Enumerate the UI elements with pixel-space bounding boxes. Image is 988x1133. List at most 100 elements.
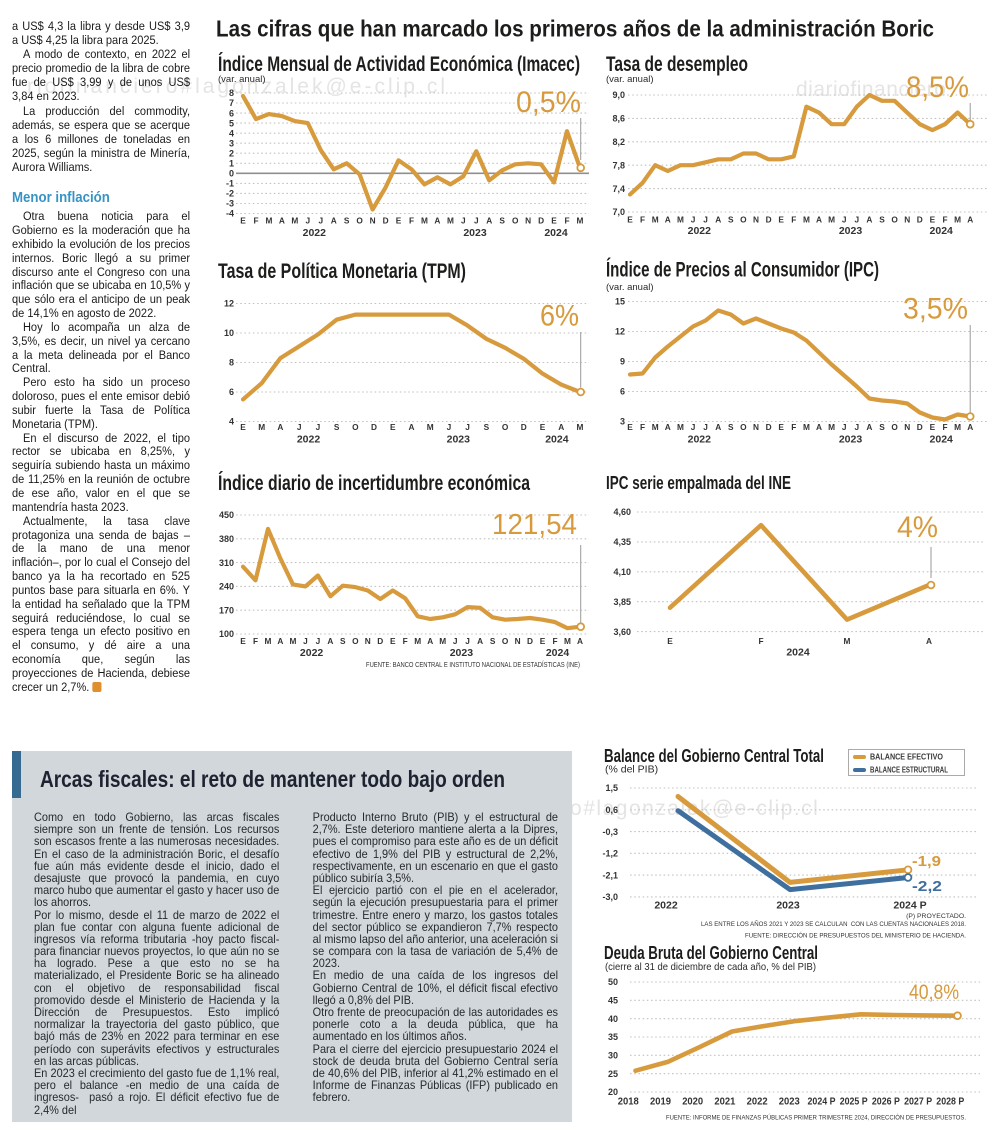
svg-text:M: M <box>447 216 454 226</box>
svg-text:M: M <box>564 636 571 646</box>
svg-text:FUENTE: INFORME DE FINANZAS PÚ: FUENTE: INFORME DE FINANZAS PÚBLICAS PRI… <box>666 1113 966 1122</box>
svg-text:M: M <box>652 215 659 225</box>
svg-text:(var. anual): (var. anual) <box>606 74 654 85</box>
svg-text:O: O <box>740 422 747 432</box>
svg-text:F: F <box>791 422 796 432</box>
svg-text:4: 4 <box>229 128 234 138</box>
svg-text:D: D <box>917 215 923 225</box>
svg-text:FUENTE: DIRECCIÓN DE PRESUPUES: FUENTE: DIRECCIÓN DE PRESUPUESTOS DEL MI… <box>745 931 966 940</box>
svg-text:LAS ENTRE LOS AÑOS 2021 Y 2023: LAS ENTRE LOS AÑOS 2021 Y 2023 SE CALCUL… <box>701 919 966 928</box>
svg-text:S: S <box>728 215 734 225</box>
svg-text:J: J <box>691 215 696 225</box>
svg-text:D: D <box>371 422 377 432</box>
svg-text:0: 0 <box>229 169 234 179</box>
svg-text:E: E <box>240 636 246 646</box>
svg-text:(P) PROYECTADO.: (P) PROYECTADO. <box>906 913 966 920</box>
svg-text:O: O <box>512 216 519 226</box>
svg-text:N: N <box>753 215 759 225</box>
svg-text:S: S <box>879 215 885 225</box>
svg-text:7,4: 7,4 <box>612 184 625 194</box>
svg-text:N: N <box>904 215 910 225</box>
svg-text:8: 8 <box>229 88 234 98</box>
svg-text:4,10: 4,10 <box>613 567 631 577</box>
svg-text:E: E <box>551 216 557 226</box>
svg-text:N: N <box>365 636 371 646</box>
svg-text:M: M <box>421 216 428 226</box>
svg-text:2022: 2022 <box>297 434 321 446</box>
svg-text:2022: 2022 <box>688 225 712 237</box>
svg-text:35: 35 <box>608 1032 618 1042</box>
svg-text:N: N <box>515 636 521 646</box>
svg-text:J: J <box>453 636 458 646</box>
svg-text:M: M <box>652 422 659 432</box>
svg-text:J: J <box>316 422 321 432</box>
svg-text:0,6: 0,6 <box>605 805 618 815</box>
svg-text:D: D <box>527 636 533 646</box>
svg-text:2024: 2024 <box>930 434 954 446</box>
svg-text:2022: 2022 <box>303 227 327 239</box>
svg-text:J: J <box>474 216 479 226</box>
svg-text:30: 30 <box>608 1051 618 1061</box>
svg-text:O: O <box>356 216 363 226</box>
svg-text:E: E <box>667 636 673 646</box>
svg-text:S: S <box>344 216 350 226</box>
svg-text:Las cifras que han marcado los: Las cifras que han marcado los primeros … <box>216 16 934 42</box>
svg-text:F: F <box>552 636 557 646</box>
svg-text:240: 240 <box>219 582 234 592</box>
svg-text:A: A <box>327 636 333 646</box>
svg-text:5: 5 <box>229 118 234 128</box>
svg-text:E: E <box>396 216 402 226</box>
svg-text:M: M <box>803 215 810 225</box>
svg-text:8: 8 <box>229 358 234 368</box>
svg-text:-0,3: -0,3 <box>602 827 618 837</box>
svg-text:E: E <box>390 422 396 432</box>
svg-text:J: J <box>461 216 466 226</box>
svg-text:-1: -1 <box>226 179 234 189</box>
svg-text:2020: 2020 <box>682 1097 703 1108</box>
svg-text:A: A <box>434 216 440 226</box>
svg-text:12: 12 <box>615 327 625 337</box>
svg-text:(% del PIB): (% del PIB) <box>605 764 658 776</box>
svg-text:Índice Mensual de Actividad Ec: Índice Mensual de Actividad Económica (I… <box>218 51 580 76</box>
svg-text:2023: 2023 <box>779 1097 800 1108</box>
svg-text:2022: 2022 <box>688 434 712 446</box>
svg-text:6: 6 <box>229 387 234 397</box>
svg-text:2023: 2023 <box>463 227 487 239</box>
svg-text:2024: 2024 <box>930 225 954 237</box>
svg-text:J: J <box>318 216 323 226</box>
svg-text:6: 6 <box>620 387 625 397</box>
svg-text:M: M <box>265 216 272 226</box>
svg-text:3,5%: 3,5% <box>903 293 968 326</box>
svg-text:8,6: 8,6 <box>612 114 625 124</box>
svg-text:FUENTE: BANCO CENTRAL E INSTIT: FUENTE: BANCO CENTRAL E INSTITUTO NACION… <box>366 660 580 669</box>
svg-text:N: N <box>753 422 759 432</box>
svg-text:O: O <box>891 215 898 225</box>
svg-text:E: E <box>778 215 784 225</box>
svg-text:Tasa de desempleo: Tasa de desempleo <box>606 52 748 76</box>
svg-text:BALANCE ESTRUCTURAL: BALANCE ESTRUCTURAL <box>870 765 948 775</box>
svg-text:6%: 6% <box>540 300 579 333</box>
svg-text:F: F <box>409 216 414 226</box>
svg-text:E: E <box>390 636 396 646</box>
svg-text:E: E <box>930 422 936 432</box>
svg-text:4: 4 <box>229 417 234 427</box>
svg-text:2023: 2023 <box>839 434 863 446</box>
svg-text:M: M <box>677 422 684 432</box>
svg-text:M: M <box>439 636 446 646</box>
svg-text:-3,0: -3,0 <box>602 892 618 902</box>
svg-text:9: 9 <box>620 357 625 367</box>
svg-text:2027 P: 2027 P <box>904 1097 932 1108</box>
svg-text:50: 50 <box>608 977 618 987</box>
svg-text:-4: -4 <box>226 209 234 219</box>
svg-text:7,8: 7,8 <box>612 160 625 170</box>
svg-text:A: A <box>967 422 973 432</box>
svg-text:S: S <box>499 216 505 226</box>
svg-text:-2,2: -2,2 <box>912 878 942 895</box>
svg-text:A: A <box>279 216 285 226</box>
svg-text:1,5: 1,5 <box>605 783 618 793</box>
svg-text:A: A <box>427 636 433 646</box>
svg-text:J: J <box>703 422 708 432</box>
svg-text:2025 P: 2025 P <box>840 1097 868 1108</box>
svg-text:A: A <box>277 636 283 646</box>
svg-text:100: 100 <box>219 629 234 639</box>
